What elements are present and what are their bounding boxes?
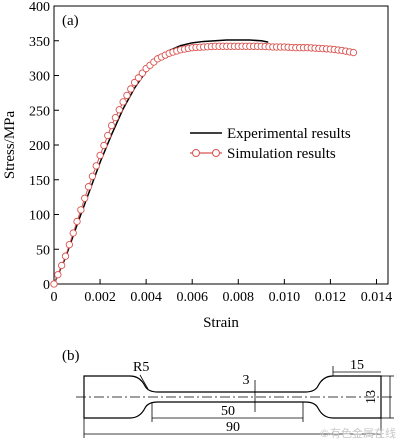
simulation-point — [130, 78, 139, 87]
y-tick-label: 200 — [29, 139, 50, 154]
simulation-point — [84, 183, 93, 191]
dim-grip-length-label: 15 — [350, 358, 364, 373]
simulation-point — [81, 194, 89, 202]
simulation-point — [123, 91, 131, 100]
y-tick-label: 350 — [29, 35, 50, 50]
simulation-point — [50, 280, 58, 288]
simulation-point — [127, 85, 135, 93]
simulation-point — [349, 48, 358, 57]
x-tick-label: 0 — [51, 290, 58, 305]
simulation-point — [77, 206, 85, 214]
simulation-point — [58, 261, 66, 270]
simulation-point — [88, 172, 97, 180]
y-axis-title: Stress/MPa — [2, 110, 18, 179]
simulation-point — [65, 240, 74, 249]
panel-label-b: (b) — [62, 348, 80, 364]
dim-grip-width-label: 13 — [364, 390, 379, 404]
dim-radius-label: R5 — [133, 360, 149, 375]
simulation-point — [96, 151, 104, 160]
legend-marker-simulation-left — [192, 149, 200, 157]
series-line-0 — [53, 39, 269, 285]
simulation-point — [115, 106, 123, 114]
dim-gauge-width-label: 3 — [243, 373, 250, 388]
panel-label-a: (a) — [62, 13, 79, 29]
legend-label-simulation: Simulation results — [227, 146, 336, 162]
legend-marker-simulation-right — [212, 149, 220, 157]
simulation-point — [92, 162, 100, 170]
specimen-drawing: (b) R5 15 3 13 50 90 — [62, 348, 394, 438]
x-tick-label: 0.010 — [269, 290, 301, 305]
dim-radius-leader — [139, 374, 149, 390]
legend: Experimental results Simulation results — [190, 126, 351, 162]
legend-label-experimental: Experimental results — [227, 126, 351, 142]
y-tick-label: 50 — [36, 243, 50, 258]
stress-strain-chart: 0 0.002 0.004 0.006 0.008 0.010 0.012 0.014 0 50… — [2, 0, 392, 331]
simulation-point — [100, 141, 108, 150]
x-tick-label: 0.014 — [361, 290, 393, 305]
y-tick-label: 250 — [29, 104, 50, 119]
x-tick-label: 0.008 — [223, 290, 255, 305]
simulation-point — [69, 229, 77, 237]
y-tick-label: 100 — [29, 209, 50, 224]
simulation-point — [119, 98, 127, 106]
x-axis: 0 0.002 0.004 0.006 0.008 0.010 0.012 0.014 — [51, 279, 393, 305]
simulation-point — [107, 121, 116, 130]
x-tick-label: 0.012 — [315, 290, 347, 305]
y-tick-label: 300 — [29, 70, 50, 85]
x-axis-title: Strain — [203, 315, 239, 331]
y-tick-label: 400 — [29, 0, 50, 15]
y-axis: 0 50 100 150 200 250 300 350 400 — [29, 0, 59, 293]
y-tick-label: 0 — [43, 278, 50, 293]
x-tick-label: 0.002 — [84, 290, 116, 305]
y-tick-label: 150 — [29, 174, 50, 189]
simulation-point — [54, 271, 62, 279]
simulation-point — [104, 131, 112, 140]
x-tick-label: 0.006 — [176, 290, 208, 305]
simulation-point — [138, 69, 146, 77]
simulation-point — [111, 114, 120, 122]
series-layer — [50, 39, 358, 288]
simulation-point — [134, 74, 143, 82]
simulation-point — [73, 217, 81, 226]
simulation-point — [61, 252, 70, 260]
x-tick-label: 0.004 — [130, 290, 162, 305]
watermark: ©有色金属在线 — [319, 426, 396, 440]
dim-gauge-length-label: 50 — [221, 404, 235, 419]
dim-total-length-label: 90 — [226, 420, 240, 435]
